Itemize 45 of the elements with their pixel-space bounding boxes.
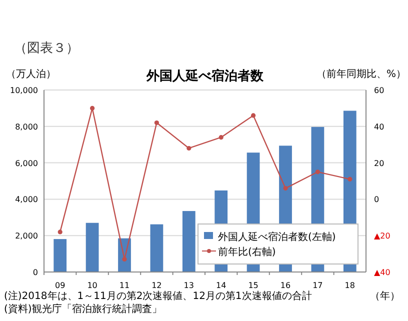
point <box>122 256 127 262</box>
x-tick-label: 18 <box>344 281 355 290</box>
point <box>218 135 224 140</box>
x-tick-label: 15 <box>248 281 258 290</box>
point <box>348 176 352 182</box>
point <box>283 186 288 191</box>
legend-label: 前年比(右軸) <box>218 246 276 258</box>
bar <box>54 239 67 272</box>
text: (資料)観光庁「宿泊旅行統計調査」 <box>4 303 162 315</box>
point <box>315 170 320 174</box>
text: (注)2018年は、1～11月の第2次速報値、12月の第1次速報値の合計 <box>4 290 312 302</box>
y2-tick-label: ▲20 <box>374 232 390 241</box>
y-tick-label: 0 <box>32 268 38 277</box>
y-tick-label: 8,000 <box>15 122 38 132</box>
point <box>58 230 62 234</box>
y-tick-label: 4,000 <box>15 195 38 204</box>
y2-tick-label: 40 <box>374 122 384 132</box>
x-tick-label: 11 <box>119 281 130 290</box>
y-axis-title: （万人泊） <box>6 68 56 80</box>
y-tick-label: 10,000 <box>10 86 38 95</box>
x-tick-label: 12 <box>152 281 162 290</box>
y-tick-label: 2,000 <box>15 232 38 241</box>
text: （図表３） <box>14 41 79 56</box>
x-tick-label: 16 <box>280 281 291 290</box>
x-tick-label: 13 <box>184 281 194 290</box>
y2-tick-label: 0 <box>374 195 380 204</box>
y2-tick-label: 60 <box>374 86 384 95</box>
x-tick-label: 14 <box>216 281 226 290</box>
point <box>154 120 159 126</box>
x-tick-label: 10 <box>87 281 98 290</box>
chart-title: 外国人延べ宿泊者数 <box>146 68 264 84</box>
y-tick-label: 6,000 <box>15 158 38 168</box>
point <box>90 106 95 110</box>
bar <box>150 224 164 272</box>
y2-axis-title: （前年同期比、%） <box>316 68 406 80</box>
x-tick-label: 17 <box>312 281 323 290</box>
point <box>186 146 192 151</box>
y2-tick-label: 20 <box>374 158 384 168</box>
point <box>251 113 256 118</box>
bar <box>182 211 196 272</box>
bar <box>86 222 99 272</box>
x-tick-label: 09 <box>55 281 66 290</box>
x-axis-title: （年） <box>370 290 400 302</box>
legend-label: 外国人延べ宿泊者数(左軸) <box>218 231 336 243</box>
y2-tick-label: ▲40 <box>374 268 390 277</box>
